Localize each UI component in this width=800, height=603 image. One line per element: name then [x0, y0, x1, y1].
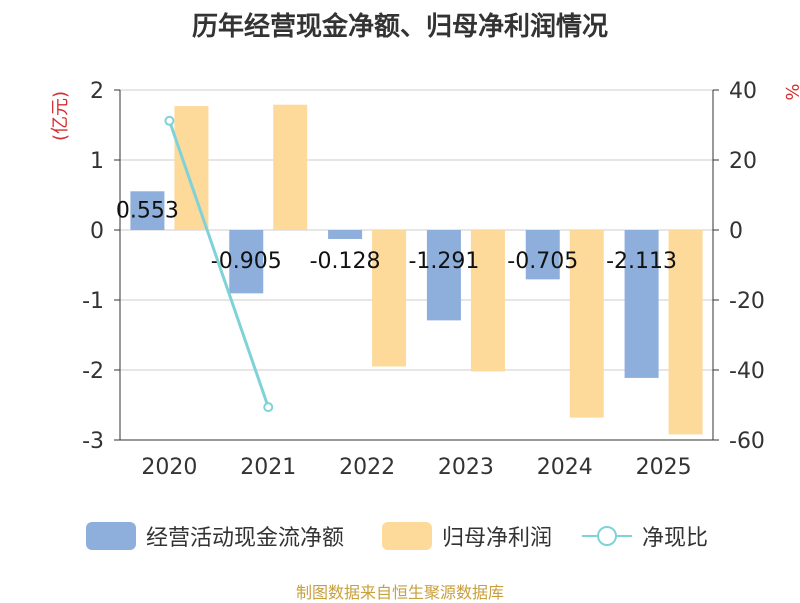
y-left-tick-label: -1: [82, 289, 104, 314]
y-left-tick-label: -3: [82, 429, 104, 454]
line-ratio: [167, 120, 270, 408]
bar-operating-cash: [624, 230, 659, 378]
y-right-tick-label: 0: [729, 219, 743, 244]
y-right-tick-label: 40: [729, 79, 757, 104]
bar-net-profit: [569, 230, 604, 418]
y-right-tick-label: -20: [729, 289, 765, 314]
data-label-operating-cash: -0.128: [310, 249, 381, 274]
bar-operating-cash: [328, 230, 363, 239]
point-ratio: [164, 115, 175, 126]
data-label-operating-cash: -0.705: [507, 249, 578, 274]
y-left-tick-label: 2: [90, 79, 104, 104]
x-tick-label: 2021: [240, 455, 296, 480]
legend-line-ratio-icon: [582, 526, 632, 546]
bar-net-profit: [668, 230, 703, 435]
y-left-tick-label: 1: [90, 149, 104, 174]
bar-operating-cash: [229, 230, 264, 294]
x-tick-label: 2020: [141, 455, 197, 480]
point-ratio: [263, 402, 274, 413]
legend-swatch-net-profit: [382, 522, 432, 550]
legend-label-ratio: 净现比: [642, 526, 709, 551]
legend-label-net-profit: 归母净利润: [442, 526, 553, 551]
x-tick-label: 2025: [636, 455, 692, 480]
y-left-tick-label: 0: [90, 219, 104, 244]
legend-item-net-profit[interactable]: 归母净利润: [382, 518, 552, 554]
y-left-unit-label: (亿元): [50, 91, 71, 141]
bar-operating-cash: [426, 230, 461, 321]
bar-net-profit: [372, 230, 407, 367]
y-right-tick-label: 20: [729, 149, 757, 174]
x-tick-label: 2023: [438, 455, 494, 480]
y-right-tick-label: -60: [729, 429, 765, 454]
bar-net-profit: [470, 230, 505, 372]
x-tick-label: 2022: [339, 455, 395, 480]
bar-net-profit: [174, 106, 209, 230]
source-note: 制图数据来自恒生聚源数据库: [295, 583, 504, 602]
data-label-operating-cash: -1.291: [408, 249, 479, 274]
bar-net-profit: [273, 104, 308, 230]
legend-label-operating-cash: 经营活动现金流净额: [146, 526, 345, 551]
data-label-operating-cash: 0.553: [116, 198, 179, 223]
data-label-operating-cash: -2.113: [606, 249, 677, 274]
chart-title: 历年经营现金净额、归母净利润情况: [191, 12, 608, 42]
legend-item-operating-cash[interactable]: 经营活动现金流净额: [86, 518, 344, 554]
bar-operating-cash: [525, 230, 560, 280]
y-right-tick-label: -40: [729, 359, 765, 384]
legend-item-ratio[interactable]: 净现比: [582, 518, 708, 554]
y-right-unit-label: %: [781, 83, 800, 100]
bar-operating-cash: [130, 191, 165, 230]
x-tick-label: 2024: [537, 455, 593, 480]
legend: 经营活动现金流净额 归母净利润 净现比: [0, 518, 800, 554]
y-left-tick-label: -2: [82, 359, 104, 384]
data-label-operating-cash: -0.905: [211, 249, 282, 274]
legend-swatch-operating-cash: [86, 522, 136, 550]
